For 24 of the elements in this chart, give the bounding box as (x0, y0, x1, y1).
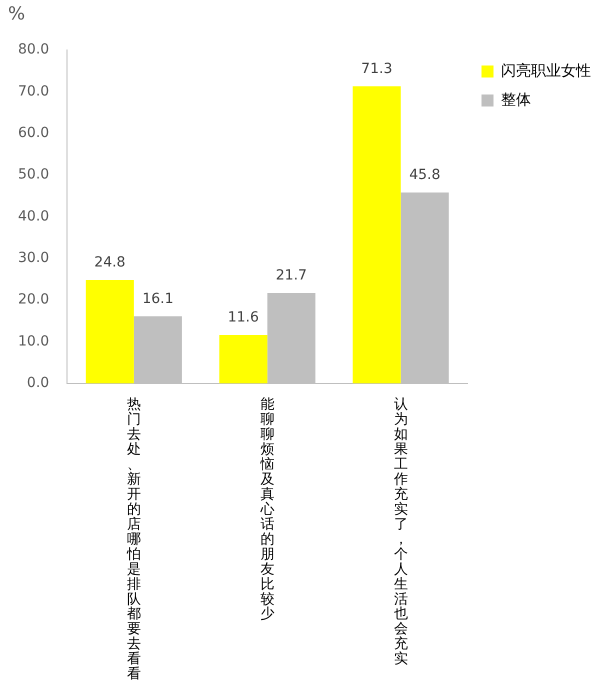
category-label: 热门去处、新开的店哪怕是排队都要去看看 (126, 396, 141, 682)
y-tick-label: 30.0 (18, 250, 50, 266)
y-tick-label: 10.0 (18, 333, 50, 350)
bar (86, 280, 134, 384)
y-tick-label: 20.0 (18, 292, 50, 308)
legend-label: 闪亮职业女性 (501, 61, 591, 80)
y-tick-label: 50.0 (18, 166, 50, 183)
y-tick-label: 70.0 (18, 83, 50, 100)
y-tick-label: 60.0 (18, 124, 50, 141)
bar (219, 335, 268, 384)
data-label: 45.8 (409, 167, 440, 184)
y-tick-label: 40.0 (18, 208, 50, 224)
category-label: 认为如果工作充实了，个人生活也会充实 (394, 396, 408, 668)
data-label: 21.7 (276, 268, 307, 284)
data-label: 71.3 (361, 60, 392, 77)
category-label: 能聊聊烦恼及真心话的朋友比较少 (260, 396, 274, 622)
legend-label: 整体 (501, 90, 531, 108)
data-label: 11.6 (228, 310, 259, 326)
y-tick-label: 80.0 (18, 42, 50, 58)
data-label: 16.1 (142, 290, 174, 307)
y-axis-title: % (8, 4, 26, 25)
data-label: 24.8 (94, 254, 126, 271)
y-tick-label: 0.0 (26, 375, 50, 392)
bar (352, 86, 401, 384)
